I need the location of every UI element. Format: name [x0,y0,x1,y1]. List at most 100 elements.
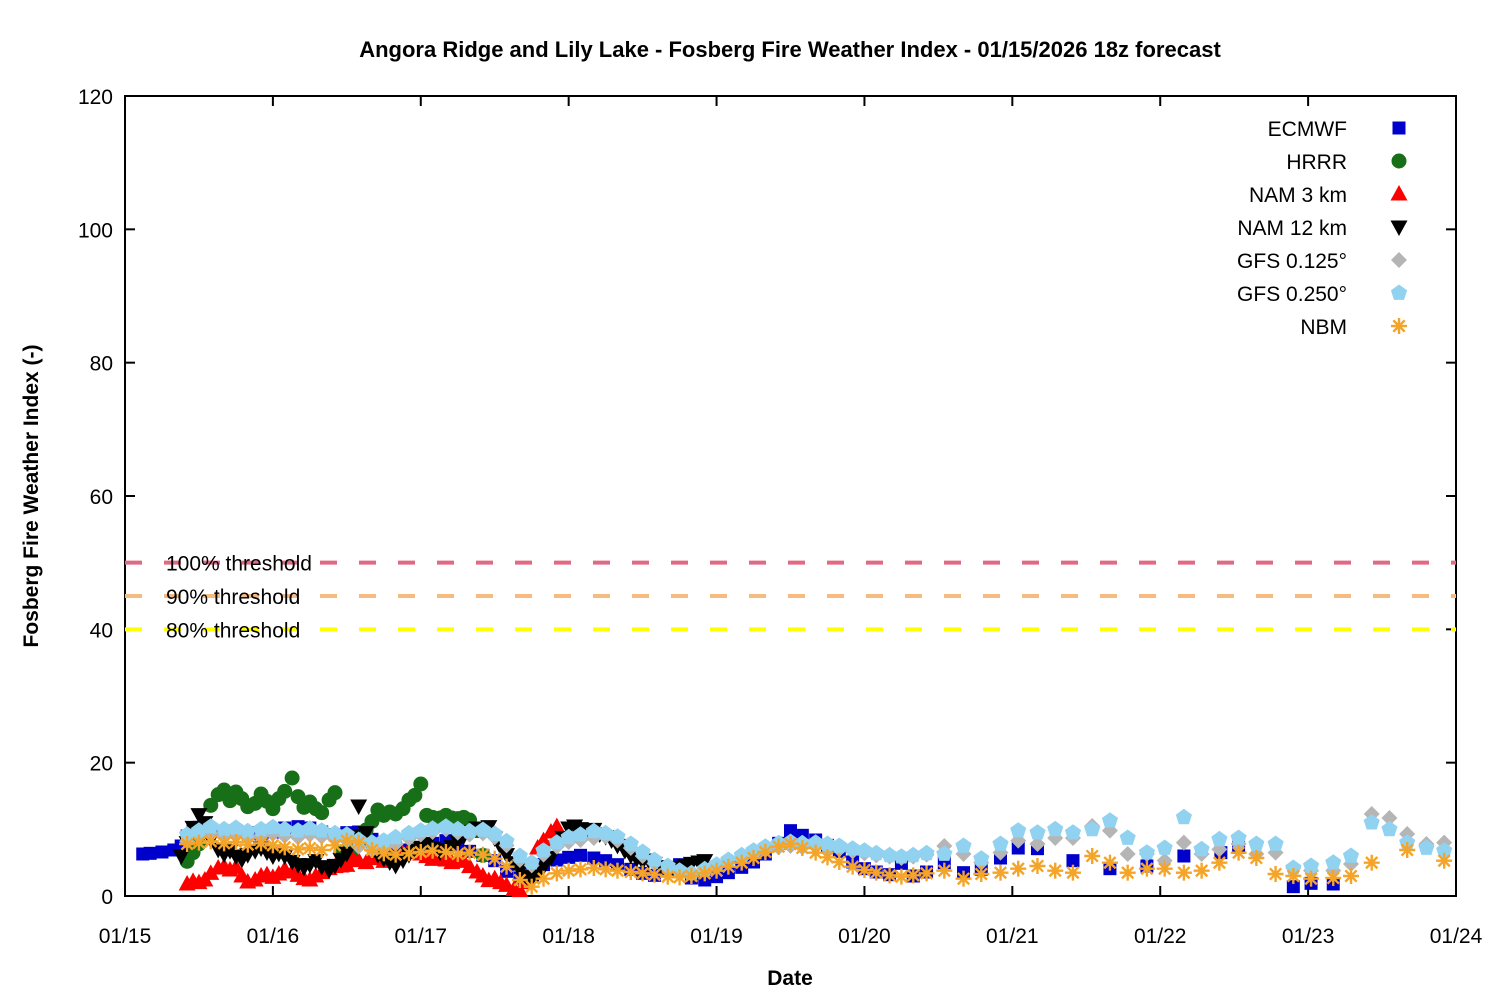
data-point [560,862,577,879]
data-point [474,846,491,863]
data-point [407,787,423,803]
data-point [634,843,651,859]
legend-marker-asterisk-icon [1391,318,1407,334]
data-point [338,832,355,849]
data-point [1325,854,1342,870]
data-point [770,838,787,855]
legend-marker-circle-icon [1391,153,1407,169]
data-point [216,820,233,837]
data-point [1047,820,1064,837]
data-point [313,822,330,838]
data-point [350,799,368,815]
x-tick-label: 01/23 [1282,925,1335,948]
data-point [936,862,953,879]
threshold-lines: 100% threshold 90% threshold 80% threshold [125,553,1456,642]
data-point [562,850,576,864]
data-point [1084,848,1101,864]
data-point [622,835,639,851]
data-point [1418,839,1435,855]
data-point [573,848,587,862]
data-point [671,869,688,886]
data-point [936,845,953,861]
data-point [363,842,380,858]
data-point [179,836,196,852]
data-point [548,834,565,850]
data-point [1101,812,1118,828]
data-point [276,820,293,837]
data-point [1436,842,1453,858]
legend-entry: NBM [1300,316,1407,339]
data-point [1267,835,1284,851]
data-point [1286,880,1300,894]
data-point [1363,814,1380,830]
axes: 01/15 01/16 01/17 01/18 01/19 01/20 01/21 01/22… [78,86,1483,948]
data-point [1156,860,1173,877]
x-tick-label: 01/16 [247,925,300,948]
y-tick-label: 0 [101,886,113,909]
data-point [326,824,344,841]
data-point [277,783,293,799]
data-point [1119,864,1136,881]
data-point [143,846,157,860]
data-point [597,824,614,841]
data-point [1064,864,1081,881]
data-point [992,835,1009,851]
data-point [1029,824,1046,840]
data-point [461,844,478,861]
data-point [203,797,219,813]
legend-entry: NAM 3 km [1249,184,1408,207]
data-point [474,821,491,837]
data-point [548,817,566,834]
data-point [1248,850,1265,866]
data-point [1138,844,1155,860]
legend-marker-triangle-up-icon [1390,185,1408,201]
data-point [893,848,910,864]
data-point [745,850,762,866]
y-tick-label: 60 [90,486,113,509]
data-point [364,813,380,829]
data-point [856,842,873,858]
data-point [1325,870,1342,886]
data-point [955,837,972,853]
data-point [1390,220,1408,236]
data-point [918,844,935,861]
data-point [819,835,836,851]
data-point [683,868,700,884]
data-point [276,849,294,865]
data-point [1230,829,1247,845]
data-point [733,854,750,871]
data-point [992,864,1009,881]
data-point [413,776,429,792]
data-point [350,834,367,851]
data-point [1391,252,1407,268]
data-point [646,866,663,883]
data-point [819,849,836,866]
data-point [1392,121,1406,135]
data-point [1066,854,1080,868]
data-point [327,837,344,854]
data-point [239,822,256,839]
data-point [646,851,663,867]
data-point [1010,860,1027,877]
threshold-label: 90% threshold [166,586,300,609]
data-point [634,865,651,882]
data-point [856,862,873,878]
data-point [216,835,233,852]
data-point [572,861,589,878]
data-point [1399,842,1416,858]
data-point [535,870,552,887]
data-point [1342,847,1360,863]
data-point [1391,318,1407,334]
legend-label: NBM [1300,316,1347,339]
chart-title: Angora Ridge and Lily Lake - Fosberg Fir… [359,37,1221,62]
data-point [276,839,293,856]
data-point [437,844,454,860]
data-point [708,862,725,879]
data-point [253,835,270,852]
x-tick-label: 01/15 [99,925,152,948]
data-point [424,842,441,859]
data-point [1193,862,1210,879]
data-point [609,828,626,844]
data-point [327,785,343,801]
